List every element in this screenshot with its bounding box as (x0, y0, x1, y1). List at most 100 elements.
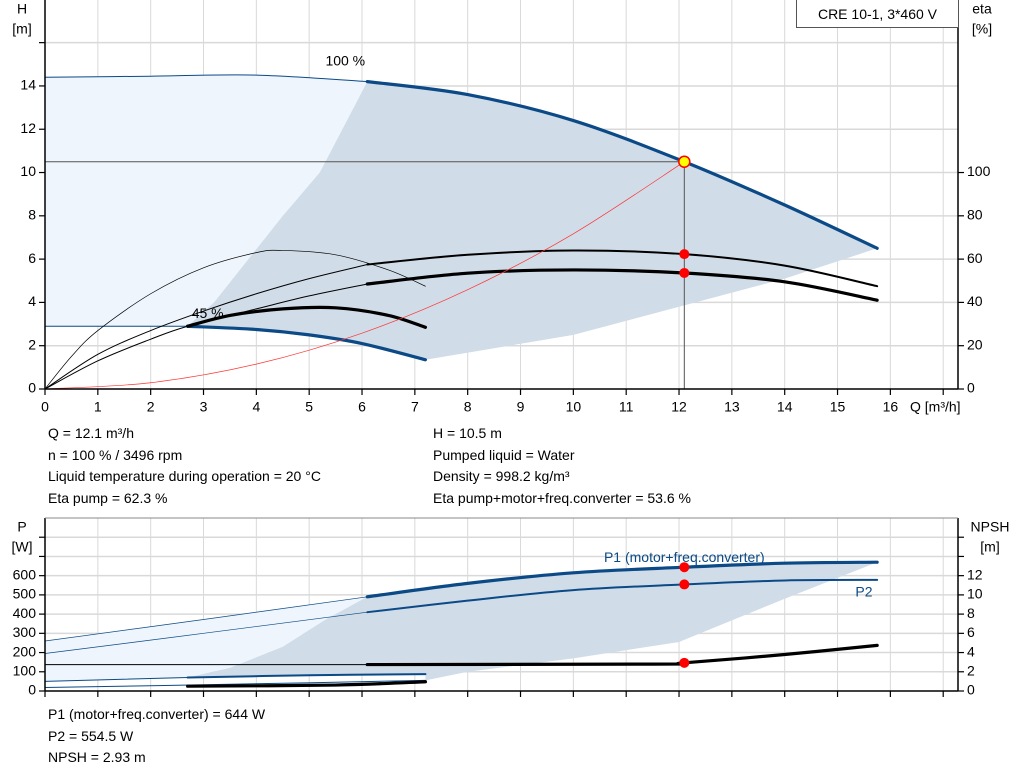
info-head: H = 10.5 m (433, 425, 502, 441)
x-tick-label: 7 (411, 399, 419, 415)
duty-point-marker (679, 657, 690, 668)
x-tick-label: 5 (305, 399, 313, 415)
pump-curve-0 (44, 74, 368, 83)
pump-curve-5 (186, 673, 427, 679)
info-right-column: H = 10.5 m Pumped liquid = Water Density… (433, 423, 691, 509)
y2-tick-label: 6 (967, 624, 975, 640)
x-tick-label: 3 (200, 399, 208, 415)
info-flow: Q = 12.1 m³/h (48, 425, 134, 441)
info-eta-total: Eta pump+motor+freq.converter = 53.6 % (433, 489, 691, 506)
info-p1: P1 (motor+freq.converter) = 644 W (48, 706, 266, 722)
info-liquid-temperature: Liquid temperature during operation = 20… (48, 468, 321, 484)
y2-tick-label: 10 (967, 586, 983, 602)
operating-region-light (45, 75, 368, 327)
y2-tick-label: 80 (967, 207, 983, 223)
y-tick-label: 400 (13, 605, 37, 621)
y-tick-label: 0 (28, 380, 36, 396)
eff-curve-9 (186, 305, 428, 329)
x-tick-label: 14 (777, 399, 793, 415)
x-tick-label: 2 (147, 399, 155, 415)
x-tick-label: 16 (883, 399, 899, 415)
y2-tick-label: 20 (967, 336, 983, 352)
power-npsh-panel (39, 517, 964, 697)
eff-curve-9 (365, 643, 879, 667)
curve-annotation: P2 (855, 584, 872, 600)
y-tick-label: 12 (20, 120, 36, 136)
x-tick-label: 11 (619, 399, 634, 415)
curve-annotation: 100 % (325, 52, 365, 68)
pump-curve-1 (365, 560, 879, 599)
y-tick-label: 4 (28, 293, 36, 309)
operating-region-dark (187, 562, 878, 681)
y2-tick-label: 60 (967, 250, 983, 266)
x-tick-label: 4 (252, 399, 260, 415)
x-tick-label: 0 (41, 399, 49, 415)
info-left-column: Q = 12.1 m³/h n = 100 % / 3496 rpm Liqui… (48, 423, 321, 509)
duty-point-marker (679, 579, 690, 590)
y-axis-unit: [m] (12, 21, 31, 37)
y-tick-label: 6 (28, 250, 36, 266)
pump-model-legend: CRE 10-1, 3*460 V (796, 0, 959, 28)
x-tick-label: 9 (517, 399, 525, 415)
y-axis-unit: [W] (12, 539, 33, 555)
pump-curve-3 (186, 324, 428, 362)
y-tick-label: 500 (13, 586, 37, 602)
info-pumped-liquid: Pumped liquid = Water (433, 446, 575, 463)
duty-point-marker (679, 267, 690, 278)
info-density: Density = 998.2 kg/m³ (433, 468, 570, 484)
y-tick-label: 600 (13, 566, 37, 582)
info-power-block: P1 (motor+freq.converter) = 644 W P2 = 5… (48, 704, 265, 769)
curve-annotation: P1 (motor+freq.converter) (604, 549, 765, 565)
eff-curve-4 (44, 264, 368, 390)
pump-curve-1 (365, 80, 879, 250)
info-eta-pump: Eta pump = 62.3 % (48, 489, 168, 506)
x-axis-label: Q [m³/h] (910, 399, 961, 415)
x-tick-label: 10 (566, 399, 582, 415)
eff-curve-8 (44, 249, 426, 390)
info-p2: P2 = 554.5 W (48, 727, 134, 744)
y2-tick-label: 8 (967, 605, 975, 621)
y-tick-label: 100 (13, 662, 37, 678)
pump-curve-2 (44, 611, 368, 654)
y2-axis-unit: [%] (972, 21, 992, 37)
x-tick-label: 12 (671, 399, 687, 415)
info-speed: n = 100 % / 3496 rpm (48, 446, 183, 463)
x-tick-label: 6 (358, 399, 366, 415)
duty-point-marker (678, 155, 691, 168)
y2-axis-title: eta (972, 1, 992, 17)
eff-curve-5 (366, 249, 879, 288)
y-tick-label: 8 (28, 207, 36, 223)
pump-curve-6 (44, 679, 426, 689)
pump-curve-4 (44, 677, 189, 682)
pump-curve-3 (366, 578, 879, 614)
pump-curve-0 (44, 596, 368, 642)
y2-tick-label: 12 (967, 566, 983, 582)
y-axis-title: H (17, 1, 27, 17)
y-tick-label: 10 (20, 163, 36, 179)
operating-region-dark (187, 81, 878, 360)
y2-tick-label: 0 (967, 380, 975, 396)
eff-curve-7 (365, 268, 879, 302)
y2-axis-unit: [m] (980, 539, 999, 555)
y-tick-label: 300 (13, 624, 37, 640)
y-tick-label: 14 (20, 77, 36, 93)
y2-axis-title: NPSH (971, 519, 1010, 535)
operating-region-light (45, 596, 368, 682)
curve-annotation: 45 % (192, 305, 224, 321)
y-tick-label: 0 (28, 682, 36, 698)
y2-tick-label: 100 (967, 163, 991, 179)
eff-curve-7 (186, 680, 428, 688)
y2-tick-label: 2 (967, 662, 975, 678)
duty-point-marker (679, 562, 690, 573)
y2-tick-label: 4 (967, 643, 975, 659)
y-tick-label: 2 (28, 336, 36, 352)
head-efficiency-panel (39, 0, 964, 395)
x-tick-label: 13 (724, 399, 740, 415)
duty-point-marker (679, 249, 690, 260)
info-npsh: NPSH = 2.93 m (48, 749, 146, 765)
y2-tick-label: 40 (967, 293, 983, 309)
y-tick-label: 200 (13, 643, 37, 659)
y-axis-title: P (17, 519, 26, 535)
y2-tick-label: 0 (967, 682, 975, 698)
